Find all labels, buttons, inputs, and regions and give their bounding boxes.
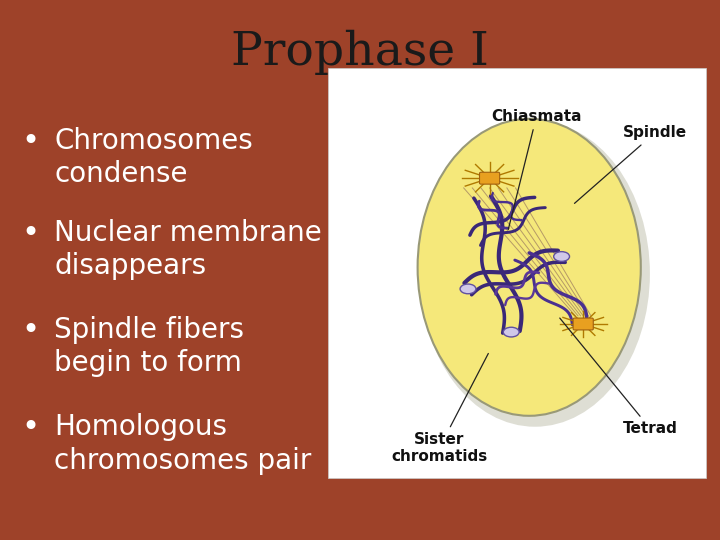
Ellipse shape <box>32 14 688 505</box>
Ellipse shape <box>22 5 698 513</box>
Ellipse shape <box>335 240 385 278</box>
Text: Nuclear membrane
disappears: Nuclear membrane disappears <box>54 219 322 280</box>
Text: •: • <box>22 219 40 248</box>
Ellipse shape <box>158 108 562 410</box>
Ellipse shape <box>216 151 504 367</box>
Text: Sister
chromatids: Sister chromatids <box>391 354 488 464</box>
Ellipse shape <box>148 100 572 418</box>
Ellipse shape <box>209 146 511 373</box>
Ellipse shape <box>133 89 587 429</box>
Ellipse shape <box>230 162 490 356</box>
Ellipse shape <box>76 46 644 472</box>
Ellipse shape <box>137 92 583 427</box>
Ellipse shape <box>144 97 576 421</box>
Ellipse shape <box>292 208 428 310</box>
Ellipse shape <box>36 16 684 502</box>
Ellipse shape <box>72 43 648 475</box>
Text: Spindle fibers
begin to form: Spindle fibers begin to form <box>54 316 244 377</box>
Ellipse shape <box>83 51 637 467</box>
Ellipse shape <box>173 119 547 400</box>
Ellipse shape <box>86 54 634 464</box>
Ellipse shape <box>166 113 554 405</box>
Ellipse shape <box>324 232 396 286</box>
Ellipse shape <box>205 143 515 375</box>
Ellipse shape <box>338 243 382 275</box>
Ellipse shape <box>115 76 605 443</box>
Ellipse shape <box>248 176 472 343</box>
Text: Prophase I: Prophase I <box>231 30 489 75</box>
Text: •: • <box>22 316 40 345</box>
Ellipse shape <box>266 189 454 329</box>
Ellipse shape <box>126 84 594 435</box>
Ellipse shape <box>65 38 655 481</box>
Ellipse shape <box>241 170 479 348</box>
Text: •: • <box>22 127 40 156</box>
Ellipse shape <box>58 32 662 486</box>
Ellipse shape <box>284 202 436 316</box>
Text: Homologous
chromosomes pair: Homologous chromosomes pair <box>54 413 311 475</box>
Ellipse shape <box>252 178 468 340</box>
Ellipse shape <box>245 173 475 346</box>
Ellipse shape <box>194 135 526 383</box>
Ellipse shape <box>97 62 623 456</box>
Ellipse shape <box>227 159 493 359</box>
Ellipse shape <box>151 103 569 416</box>
Ellipse shape <box>281 200 439 319</box>
Ellipse shape <box>101 65 619 454</box>
Ellipse shape <box>187 130 533 389</box>
Ellipse shape <box>4 0 716 526</box>
Ellipse shape <box>122 81 598 437</box>
Ellipse shape <box>288 205 432 313</box>
Ellipse shape <box>184 127 536 392</box>
Ellipse shape <box>299 213 421 305</box>
FancyBboxPatch shape <box>573 318 593 330</box>
Ellipse shape <box>61 35 659 483</box>
